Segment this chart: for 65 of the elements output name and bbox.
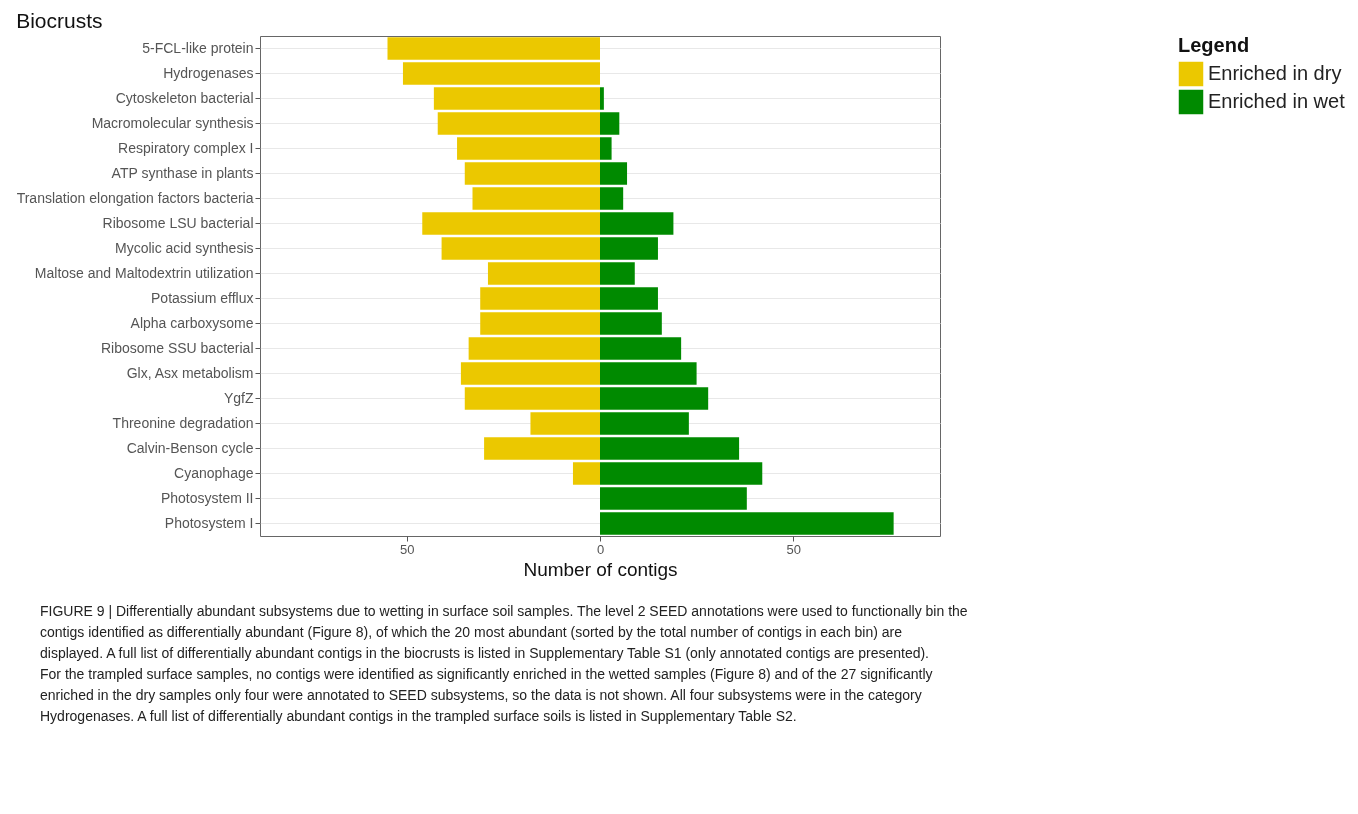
bar xyxy=(600,162,628,185)
y-tick-label: Hydrogenases xyxy=(163,64,254,81)
bar xyxy=(457,137,600,160)
y-tick-label: Respiratory complex I xyxy=(118,139,254,156)
y-tick-label: Alpha carboxysome xyxy=(130,314,254,331)
legend-label: Enriched in wet xyxy=(1208,90,1346,112)
y-tick-label: Ribosome SSU bacterial xyxy=(100,339,254,356)
x-tick-label: 50 xyxy=(786,541,801,557)
text: Biocrusts xyxy=(16,9,103,32)
y-tick-label: Maltose and Maltodextrin utilization xyxy=(34,264,254,281)
bar xyxy=(600,212,674,235)
bar xyxy=(600,112,620,135)
y-tick-label: YgfZ xyxy=(223,389,254,406)
bar xyxy=(460,362,600,385)
y-tick-label: Translation elongation factors bacteria xyxy=(16,189,254,206)
legend-label: Enriched in dry xyxy=(1208,62,1342,84)
bar xyxy=(600,312,662,335)
bar xyxy=(484,437,600,460)
bar xyxy=(600,287,658,310)
bar xyxy=(480,287,600,310)
bar xyxy=(600,387,709,410)
bar xyxy=(487,262,600,285)
x-tick-label: 0 xyxy=(596,541,605,557)
y-tick-label: Calvin-Benson cycle xyxy=(126,439,254,456)
y-tick-label: Macromolecular synthesis xyxy=(91,114,254,131)
bar xyxy=(600,87,604,110)
bar xyxy=(468,337,600,360)
y-tick-label: Photosystem II xyxy=(160,489,254,506)
x-tick-label: 50 xyxy=(400,541,415,557)
bar xyxy=(530,412,600,435)
y-tick-label: ATP synthase in plants xyxy=(111,164,254,181)
y-tick-label: Glx, Asx metabolism xyxy=(126,364,254,381)
bar xyxy=(433,87,600,110)
y-tick-label: Mycolic acid synthesis xyxy=(115,239,254,256)
y-tick-label: Ribosome LSU bacterial xyxy=(102,214,254,231)
y-tick-label: Threonine degradation xyxy=(112,414,254,431)
bar xyxy=(402,62,600,85)
bar xyxy=(472,187,600,210)
bar xyxy=(600,337,682,360)
bar xyxy=(480,312,600,335)
y-tick-label: Photosystem I xyxy=(164,514,254,531)
bar xyxy=(600,487,747,510)
bar xyxy=(437,112,600,135)
bar xyxy=(600,437,740,460)
bar xyxy=(600,262,635,285)
bar xyxy=(572,462,600,485)
y-tick-label: Potassium efflux xyxy=(151,289,254,306)
bar xyxy=(600,187,624,210)
bar xyxy=(441,237,600,260)
bar xyxy=(600,362,697,385)
bar xyxy=(600,137,612,160)
x-axis-title: Number of contigs xyxy=(523,558,678,580)
y-tick-label: Cytoskeleton bacterial xyxy=(115,89,254,106)
bar xyxy=(464,387,600,410)
bar xyxy=(387,37,600,60)
bar xyxy=(464,162,600,185)
legend-title: Legend xyxy=(1178,34,1250,56)
bar xyxy=(600,412,689,435)
caption: FIGURE 9 | Differentially abundant subsystems due to wetting in surface soil samples. The level 2 SEED annotations were used to functionally bin the contigs identified as differentially abundant (Figure 8), of which the 20 most abundant (sorted by the total number of contigs in each bin) are displayed. A full list of differentially abundant contigs in the biocrusts is listed in Supplementary Table S1 (only annotated contigs are presented). For the trampled surface samples, no contigs were identified as significantly enriched in the wetted samples (Figure 8) and of the 27 significantly enriched in the dry samples only four were annotated to SEED subsystems, so the data is not shown. All four subsystems were in the category Hydrogenases. A full list of differentially abundant contigs in the trampled surface soils is listed in Supplementary Table S2. xyxy=(40,603,968,724)
bar xyxy=(422,212,600,235)
bar xyxy=(600,462,763,485)
y-tick-label: Cyanophage xyxy=(174,464,254,481)
y-tick-label: 5-FCL-like protein xyxy=(142,39,254,56)
bar xyxy=(600,237,658,260)
bar xyxy=(600,512,894,535)
